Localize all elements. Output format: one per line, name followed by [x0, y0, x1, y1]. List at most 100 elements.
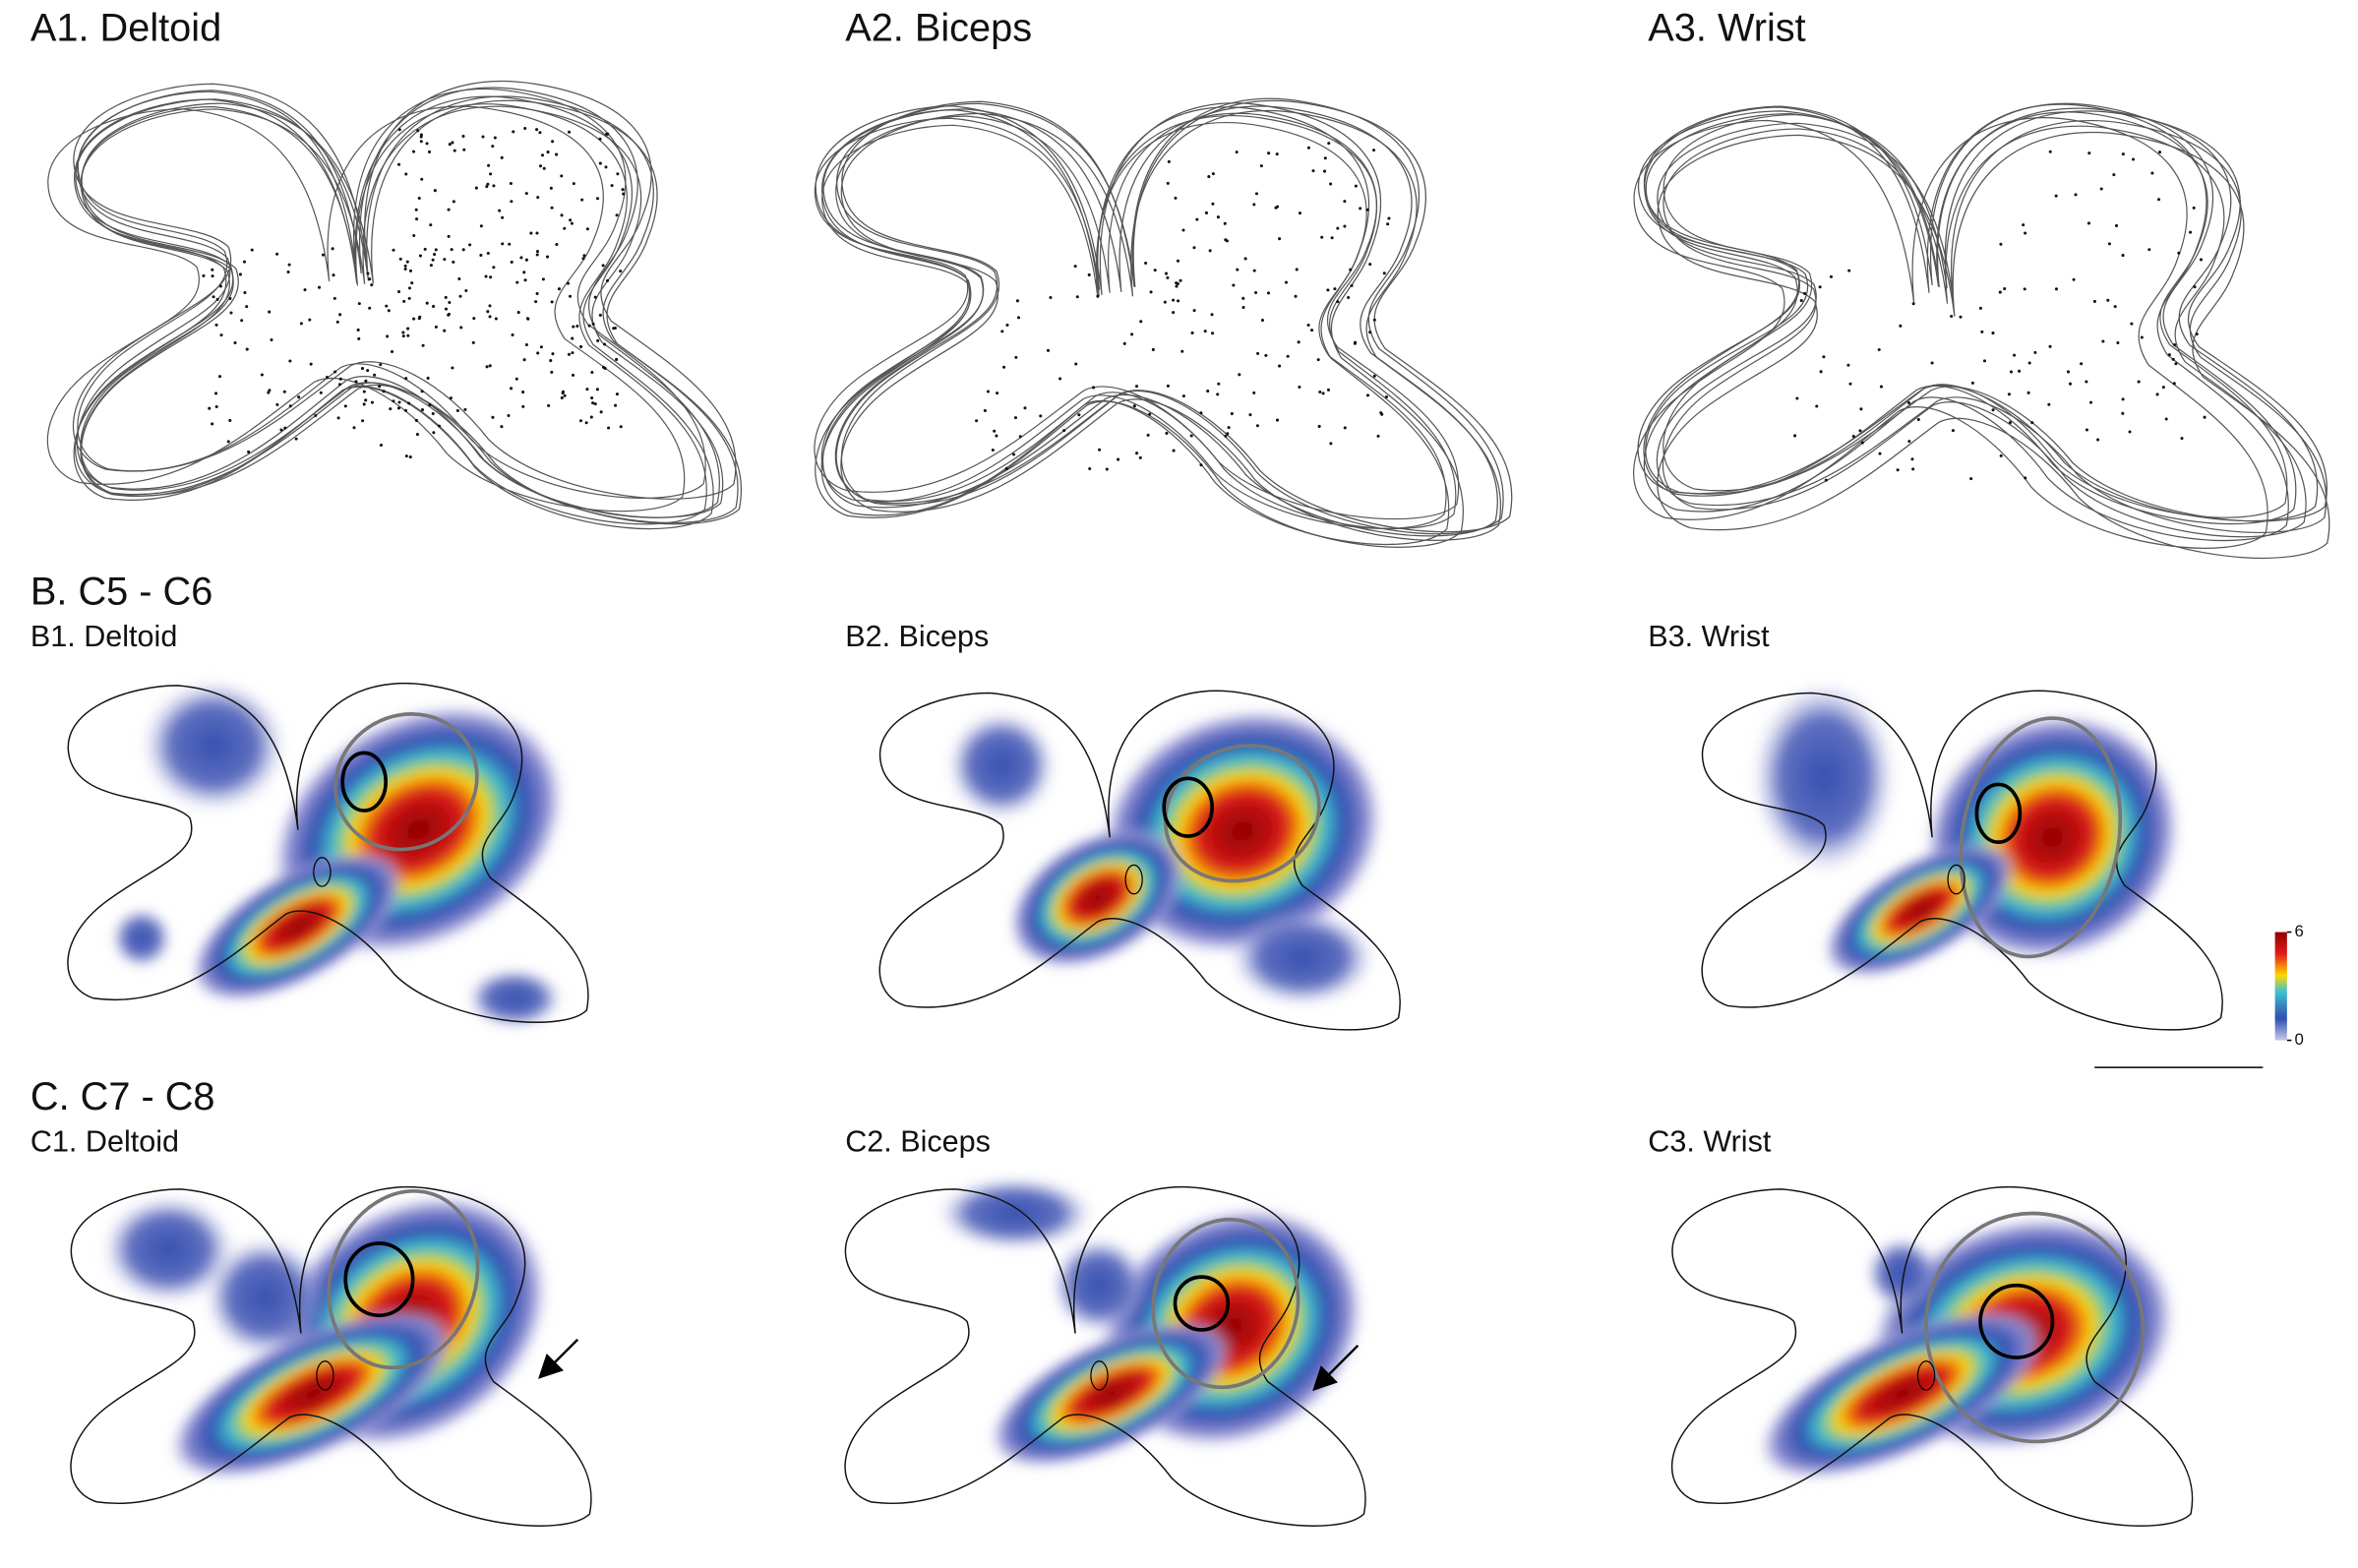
cell-dot [587, 324, 591, 328]
cell-dot [1248, 413, 1252, 417]
cell-dot [202, 273, 206, 277]
cell-dot [595, 388, 599, 392]
cell-dot [2128, 430, 2132, 434]
cell-dot [214, 405, 218, 409]
cell-dot [1227, 426, 1231, 430]
cell-dot [286, 271, 290, 274]
cell-dot [2157, 198, 2161, 202]
density-low [141, 679, 286, 813]
cell-dot [452, 200, 455, 204]
cell-dot [1878, 452, 1882, 455]
cell-dot [535, 128, 539, 132]
cell-dot [584, 421, 588, 425]
cell-dot [336, 416, 340, 420]
cell-dot [449, 396, 453, 400]
cell-dot [443, 258, 447, 262]
cell-dot [1211, 332, 1215, 335]
cell-dot [335, 320, 339, 324]
density-low [466, 968, 563, 1029]
cell-dot [415, 217, 419, 221]
cell-dot [1387, 216, 1391, 220]
cell-dot [1252, 269, 1256, 272]
cell-dot [397, 290, 401, 294]
cell-dot [1819, 370, 1823, 374]
cell-dot [2013, 353, 2017, 357]
cell-dot [1130, 332, 1134, 336]
cell-dot [2121, 254, 2125, 258]
cell-dot [2195, 332, 2199, 336]
cell-dot [1822, 355, 1826, 359]
cell-dot [398, 257, 402, 261]
cell-dot [370, 400, 374, 404]
cell-dot [2121, 411, 2125, 415]
cell-dot [493, 136, 497, 140]
cell-dot [1365, 208, 1369, 211]
cell-dot [1327, 142, 1331, 146]
density-low [937, 1176, 1094, 1250]
cell-dot [1847, 269, 1851, 272]
cell-dot [242, 260, 247, 264]
cell-dot [338, 313, 342, 317]
panel-label: A3. Wrist [1648, 6, 1805, 49]
cell-dot [1978, 306, 1982, 310]
cell-dot [2131, 157, 2136, 161]
central-canal [313, 857, 332, 887]
cell-dot [364, 379, 368, 383]
cell-dot [1002, 365, 1006, 369]
cell-dot [546, 151, 550, 154]
cell-dot [368, 306, 372, 310]
central-canal [1947, 864, 1965, 895]
cell-dot [1329, 442, 1333, 446]
cell-dot [2068, 382, 2073, 386]
cell-dot [535, 253, 539, 257]
cell-dot [447, 208, 451, 211]
gray-contour [1151, 1217, 1300, 1390]
cell-dot [1284, 280, 1288, 284]
cell-dot [387, 309, 391, 313]
cell-dot [431, 412, 435, 416]
cell-dot [488, 364, 492, 368]
cell-dot [568, 130, 572, 134]
cell-dot [1278, 237, 1282, 241]
cell-dot [511, 332, 514, 337]
cell-dot [570, 221, 574, 225]
cell-dot [2085, 380, 2088, 384]
cell-dot [1174, 196, 1178, 200]
cell-dot [593, 295, 597, 299]
cell-dot [509, 182, 513, 186]
cell-dot [555, 152, 559, 156]
cell-dot [448, 301, 452, 305]
cell-dot [1252, 203, 1256, 207]
cell-dot [217, 375, 222, 379]
cell-dot [405, 260, 409, 264]
cell-dot [404, 454, 408, 458]
cell-dot [1260, 319, 1264, 323]
cell-dot [1225, 239, 1229, 243]
cell-dot [590, 396, 594, 400]
section-outline [820, 106, 1450, 546]
cell-dot [410, 281, 414, 285]
central-canal [1090, 1360, 1109, 1391]
cell-dot [485, 185, 489, 189]
cell-dot [2203, 415, 2207, 419]
panel-label: C3. Wrist [1648, 1125, 1772, 1159]
cell-dot [1166, 384, 1170, 388]
cell-dot [434, 325, 438, 329]
cell-dot [366, 369, 370, 373]
cell-dot [535, 250, 539, 254]
cell-dot [1991, 408, 1995, 412]
cell-dot [453, 149, 456, 152]
cell-dot [474, 186, 478, 190]
cell-dot [408, 455, 412, 459]
cell-dot [444, 307, 449, 311]
cell-dot [1372, 149, 1376, 152]
cell-dot [995, 434, 998, 438]
cell-dot [428, 403, 432, 407]
panel-label: B3. Wrist [1648, 620, 1770, 653]
cell-dot [598, 313, 602, 317]
cell-dot [1336, 300, 1340, 304]
cell-dot [417, 317, 421, 321]
heatmap-panel [878, 690, 1401, 1031]
cell-dot [1991, 332, 1995, 335]
cell-dot [402, 299, 406, 303]
